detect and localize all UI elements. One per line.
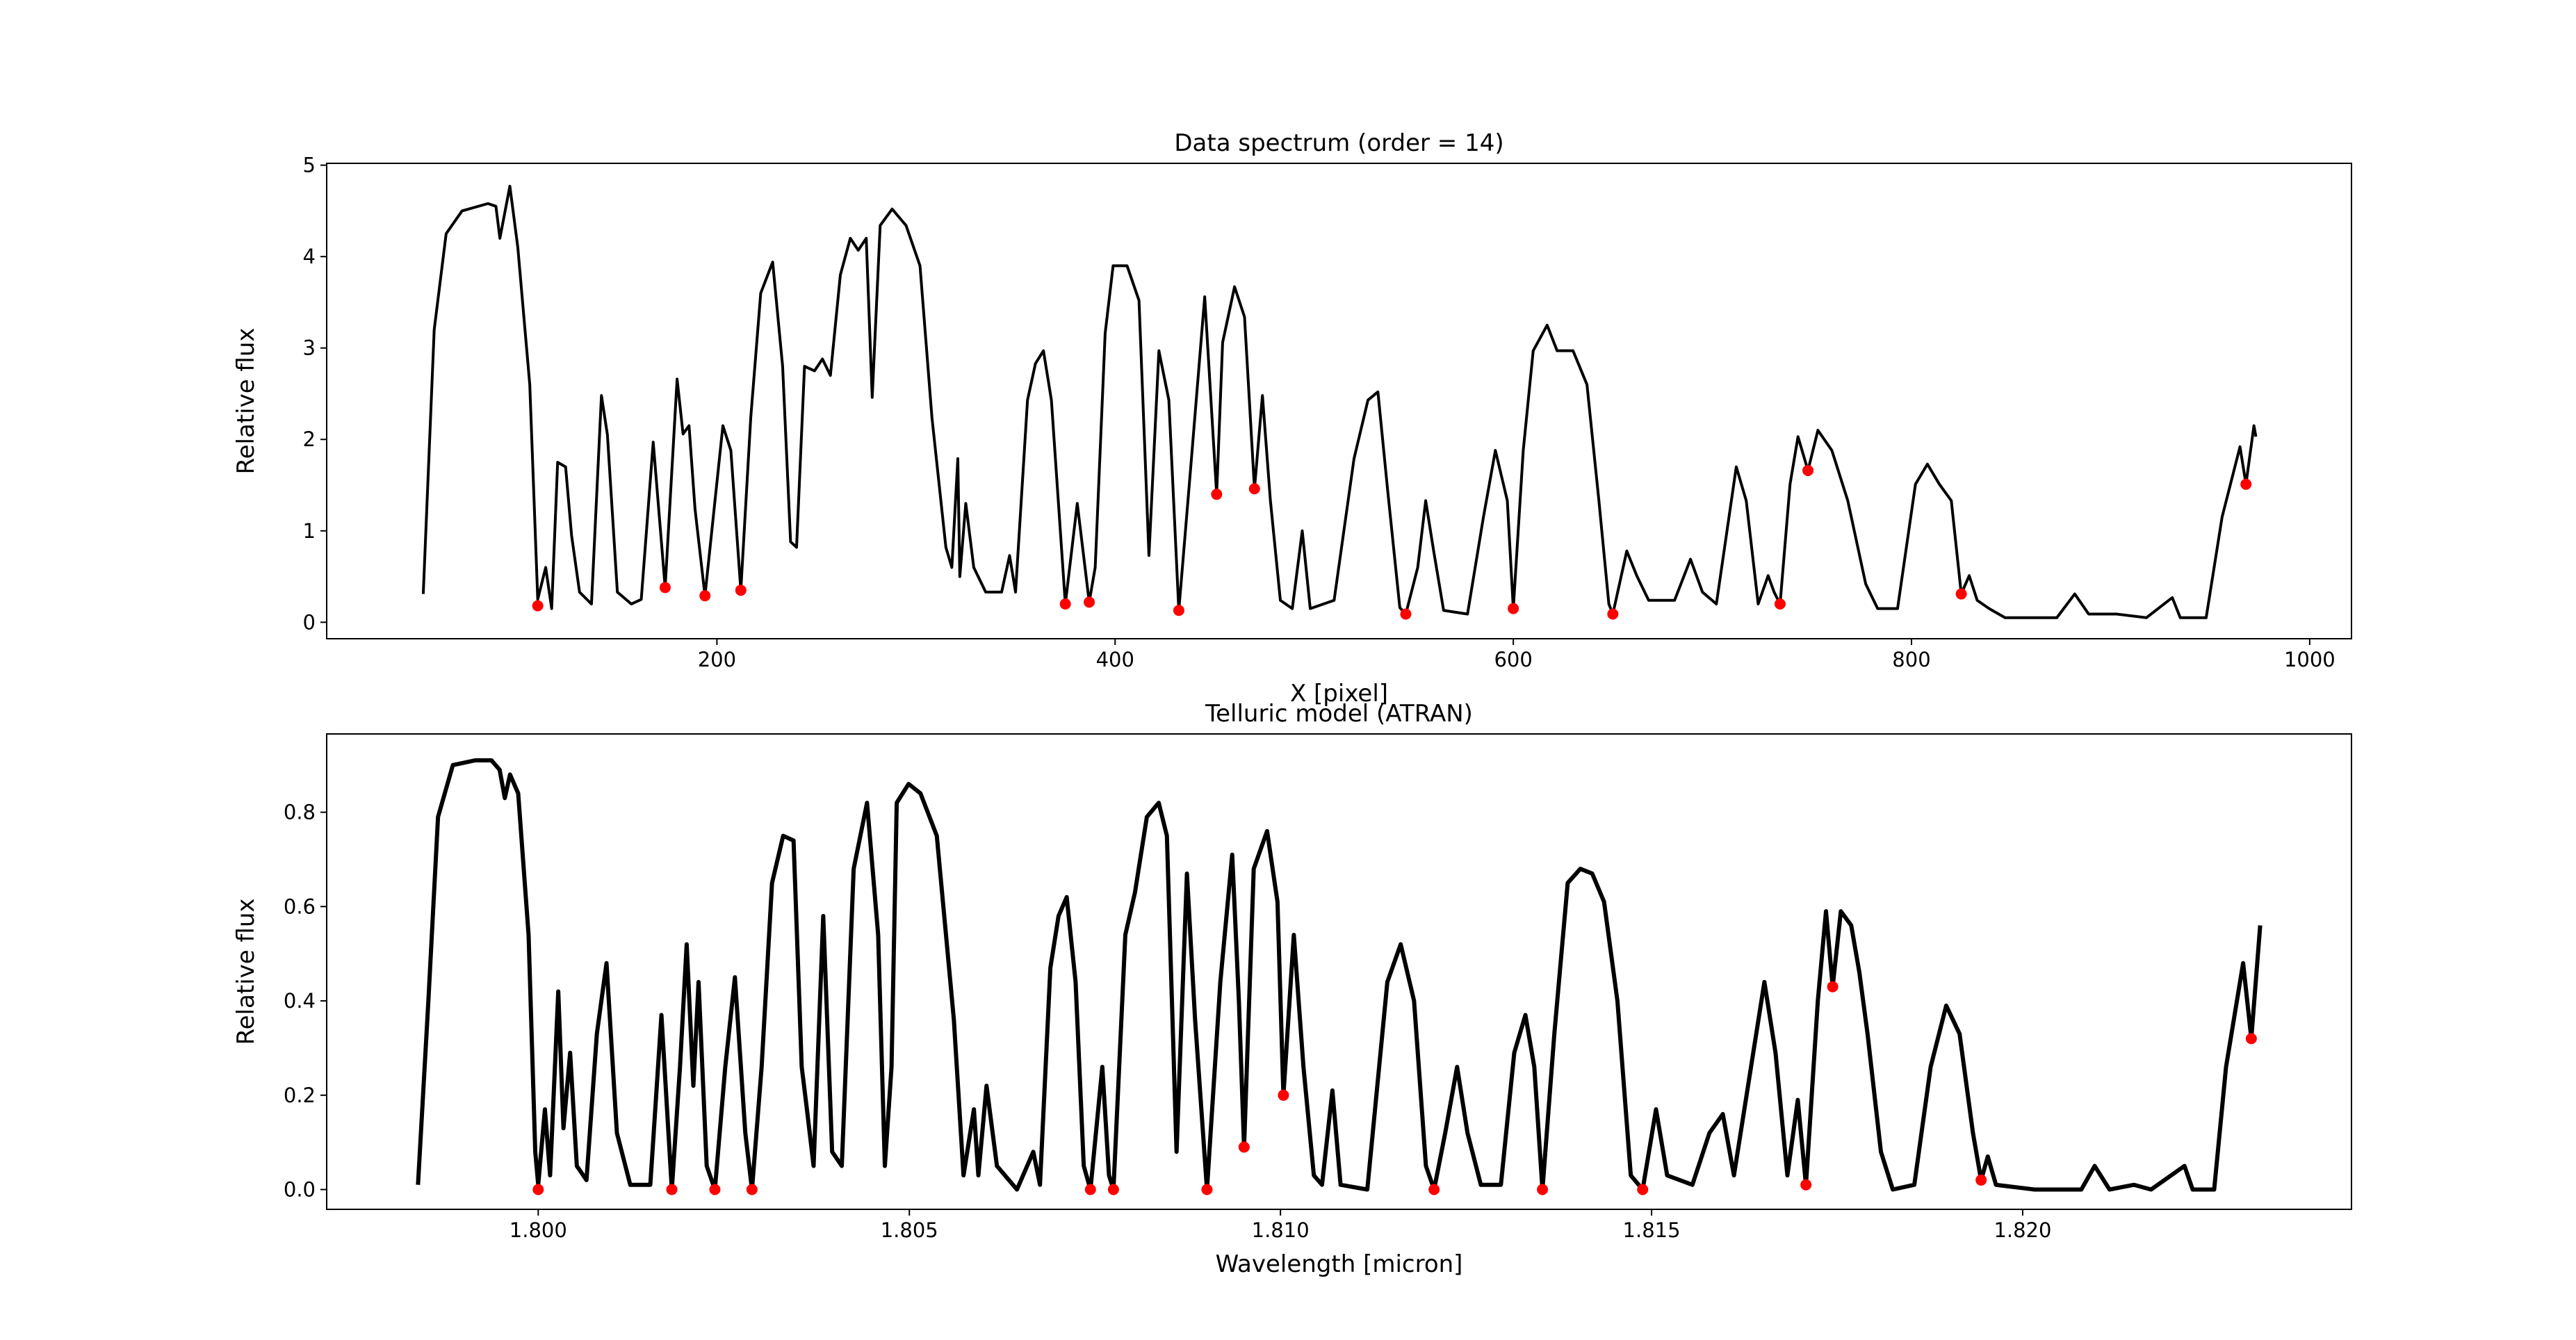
marker-point	[1975, 1174, 1987, 1186]
x-tick-label: 1000	[2284, 648, 2335, 671]
marker-point	[1400, 608, 1412, 620]
marker-point	[1508, 603, 1519, 614]
y-tick-label: 0.4	[284, 989, 316, 1013]
marker-point	[1201, 1184, 1213, 1195]
y-tick-label: 4	[303, 245, 316, 268]
marker-point	[1238, 1141, 1250, 1153]
marker-point	[1173, 605, 1184, 616]
marker-point	[532, 600, 544, 612]
marker-point	[1637, 1184, 1649, 1195]
x-tick-label: 1.805	[881, 1218, 938, 1242]
x-tick-label: 400	[1096, 648, 1134, 671]
y-tick-label: 2	[303, 427, 316, 451]
y-tick-label: 0.2	[284, 1084, 316, 1107]
marker-point	[1107, 1184, 1119, 1195]
marker-point	[1802, 464, 1814, 476]
x-tick-label: 1.820	[1994, 1218, 2051, 1242]
y-tick-label: 0.6	[284, 894, 316, 918]
marker-point	[1800, 1179, 1812, 1191]
marker-point	[2240, 478, 2252, 490]
x-axis-label: X [pixel]	[1290, 680, 1388, 708]
marker-point	[1955, 588, 1967, 600]
x-axis-label: Wavelength [micron]	[1216, 1250, 1463, 1278]
y-tick-label: 3	[303, 336, 316, 360]
marker-point	[1084, 596, 1095, 608]
marker-point	[1248, 483, 1260, 495]
marker-point	[1537, 1184, 1549, 1195]
marker-point	[1428, 1184, 1440, 1195]
marker-point	[746, 1184, 758, 1195]
marker-point	[735, 585, 747, 596]
marker-point	[709, 1184, 721, 1195]
x-tick-label: 800	[1892, 648, 1930, 671]
y-tick-label: 5	[303, 154, 316, 177]
chart-title: Telluric model (ATRAN)	[1205, 700, 1473, 728]
y-tick-label: 1	[303, 519, 316, 543]
marker-point	[1211, 489, 1223, 500]
plot-frame	[326, 733, 2352, 1210]
marker-point	[1059, 598, 1071, 610]
chart-title: Data spectrum (order = 14)	[1174, 129, 1503, 157]
x-tick-label: 1.810	[1252, 1218, 1310, 1242]
data-line	[421, 184, 2258, 619]
x-tick-label: 600	[1494, 648, 1532, 671]
marker-point	[1774, 598, 1786, 610]
data-line	[416, 758, 2263, 1192]
y-axis-label: Relative flux	[232, 898, 260, 1045]
x-tick-label: 1.815	[1623, 1218, 1681, 1242]
marker-point	[666, 1184, 678, 1195]
plot-frame	[326, 163, 2352, 639]
y-tick-label: 0.0	[284, 1178, 316, 1202]
marker-point	[1084, 1184, 1096, 1195]
x-tick-label: 1.800	[510, 1218, 567, 1242]
x-tick-label: 200	[698, 648, 736, 671]
y-axis-label: Relative flux	[232, 327, 260, 474]
marker-point	[699, 590, 711, 602]
marker-point	[1607, 608, 1619, 620]
marker-point	[659, 582, 671, 594]
y-tick-label: 0.8	[284, 801, 316, 824]
marker-point	[2245, 1033, 2257, 1045]
marker-point	[532, 1184, 544, 1195]
y-tick-label: 0	[303, 610, 316, 634]
marker-point	[1827, 981, 1839, 992]
marker-point	[1278, 1089, 1289, 1101]
